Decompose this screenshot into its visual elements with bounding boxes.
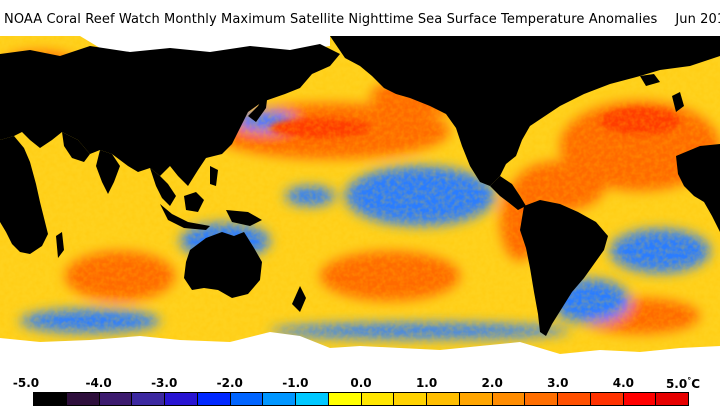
colorbar — [33, 392, 689, 406]
colorbar-tick-label: 1.0 — [415, 376, 438, 390]
colorbar-swatch — [34, 393, 67, 405]
colorbar-swatch — [492, 393, 526, 405]
antarctica-ice — [0, 332, 720, 370]
land-arabia — [62, 132, 90, 162]
land-greenland — [560, 36, 640, 84]
land-japan — [248, 88, 268, 122]
land-sumatra-java — [160, 204, 210, 230]
colorbar-swatch — [525, 393, 558, 405]
colorbar-swatch — [328, 393, 362, 405]
colorbar-tick-label: 5.0°C — [665, 376, 701, 391]
land-africa — [0, 136, 48, 254]
land-north-america — [330, 36, 720, 186]
unit-label: ° — [687, 376, 692, 385]
colorbar-swatch — [66, 393, 100, 405]
colorbar-swatch — [558, 393, 591, 405]
land-new-zealand — [292, 286, 306, 312]
land-central-america — [490, 176, 526, 210]
land-british-isles — [672, 92, 684, 112]
land-philippines — [210, 166, 218, 186]
anomaly-map — [0, 36, 720, 370]
colorbar-tick-label: -3.0 — [151, 376, 178, 390]
land-europe-asia — [0, 44, 340, 186]
land-madagascar — [56, 232, 64, 258]
colorbar-tick-label: -2.0 — [216, 376, 243, 390]
colorbar-tick-label: -5.0 — [12, 376, 40, 390]
colorbar-tick-label: 3.0 — [547, 376, 569, 390]
colorbar-swatch — [132, 393, 165, 405]
colorbar-swatch — [197, 393, 231, 405]
land-new-guinea — [226, 210, 262, 226]
colorbar-swatch — [459, 393, 493, 405]
world-map-svg — [0, 36, 720, 370]
land-india — [96, 150, 120, 194]
land-borneo — [184, 192, 204, 212]
colorbar-swatch — [590, 393, 624, 405]
colorbar-tick-label: -4.0 — [85, 376, 112, 390]
land-africa-west — [676, 144, 720, 232]
colorbar-swatch — [230, 393, 264, 405]
colorbar-tick-label: -1.0 — [282, 376, 309, 390]
colorbar-tick-label: 0.0 — [350, 376, 372, 390]
colorbar-tick-label: 4.0 — [612, 376, 635, 390]
colorbar-swatch — [427, 393, 460, 405]
map-title: NOAA Coral Reef Watch Monthly Maximum Sa… — [4, 12, 720, 27]
land-australia — [184, 232, 262, 298]
colorbar-ticks: -5.0 -4.0 -3.0 -2.0 -1.0 0.0 1.0 2.0 3.0 4.0 5.0°C — [0, 376, 720, 392]
land-southeast-asia — [150, 168, 176, 206]
colorbar-swatch — [361, 393, 395, 405]
title-text: NOAA Coral Reef Watch Monthly Maximum Sa… — [4, 12, 658, 27]
colorbar-swatch — [165, 393, 198, 405]
colorbar-swatch — [296, 393, 329, 405]
colorbar-swatch — [99, 393, 133, 405]
land-south-america — [520, 200, 608, 336]
colorbar-tick-label: 2.0 — [481, 376, 503, 390]
colorbar-swatch — [394, 393, 427, 405]
date-label: Jun 2012 — [675, 12, 720, 27]
land-iceland — [640, 74, 660, 86]
colorbar-swatch — [263, 393, 296, 405]
colorbar-swatch — [623, 393, 657, 405]
colorbar-swatch — [656, 393, 688, 405]
